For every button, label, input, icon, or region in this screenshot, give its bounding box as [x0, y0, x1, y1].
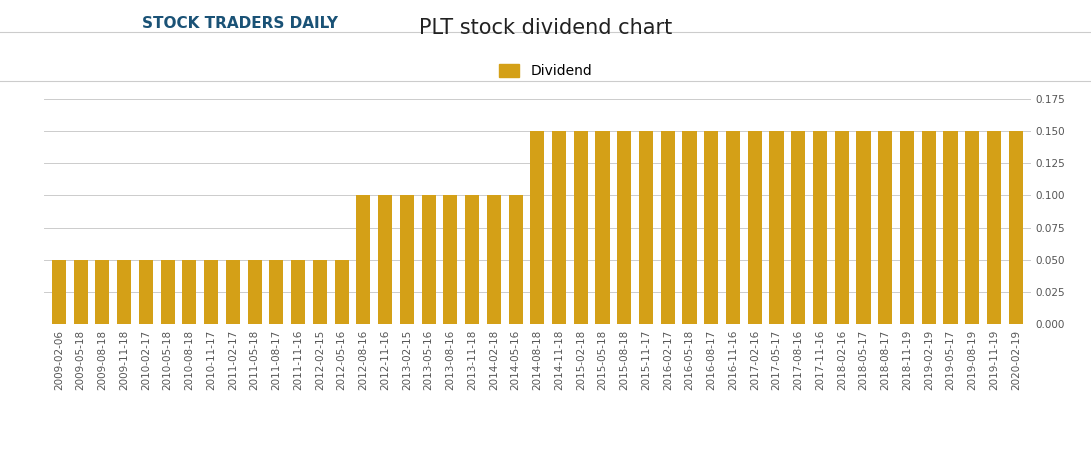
Bar: [704, 131, 718, 324]
Bar: [530, 131, 544, 324]
Bar: [226, 260, 240, 324]
Bar: [661, 131, 675, 324]
Bar: [335, 260, 349, 324]
Bar: [160, 260, 175, 324]
Bar: [357, 195, 371, 324]
Legend: Dividend: Dividend: [493, 58, 598, 84]
Bar: [508, 195, 523, 324]
Bar: [465, 195, 479, 324]
Bar: [421, 195, 435, 324]
Bar: [878, 131, 892, 324]
Text: STOCK TRADERS DAILY: STOCK TRADERS DAILY: [142, 16, 338, 31]
Bar: [769, 131, 783, 324]
Bar: [747, 131, 762, 324]
Bar: [73, 260, 87, 324]
Bar: [377, 195, 392, 324]
Bar: [683, 131, 697, 324]
Bar: [51, 260, 65, 324]
Bar: [399, 195, 413, 324]
Bar: [95, 260, 109, 324]
Bar: [639, 131, 654, 324]
Bar: [596, 131, 610, 324]
Bar: [574, 131, 588, 324]
Bar: [813, 131, 827, 324]
Bar: [966, 131, 980, 324]
Bar: [117, 260, 131, 324]
Bar: [726, 131, 740, 324]
Bar: [204, 260, 218, 324]
Bar: [900, 131, 914, 324]
Bar: [139, 260, 153, 324]
Bar: [313, 260, 327, 324]
Bar: [269, 260, 284, 324]
Bar: [552, 131, 566, 324]
Bar: [487, 195, 501, 324]
Text: PLT stock dividend chart: PLT stock dividend chart: [419, 18, 672, 38]
Bar: [856, 131, 871, 324]
Bar: [248, 260, 262, 324]
Bar: [791, 131, 805, 324]
Bar: [944, 131, 958, 324]
Bar: [291, 260, 305, 324]
Bar: [987, 131, 1002, 324]
Bar: [922, 131, 936, 324]
Bar: [835, 131, 849, 324]
Bar: [1009, 131, 1023, 324]
Bar: [182, 260, 196, 324]
Bar: [618, 131, 632, 324]
Bar: [443, 195, 457, 324]
